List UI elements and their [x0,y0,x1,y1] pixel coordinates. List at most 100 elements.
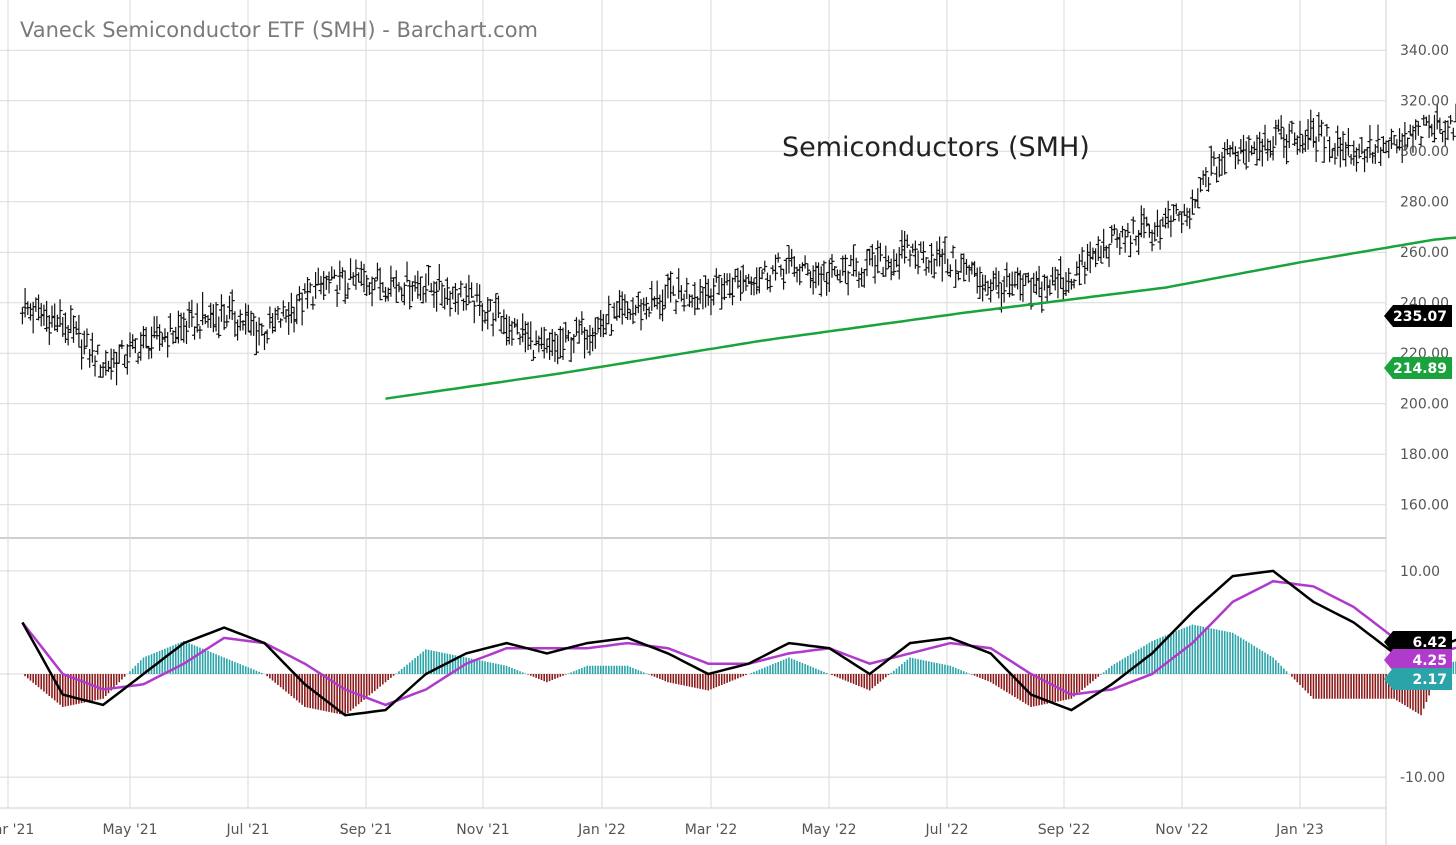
price-bar [1305,119,1311,150]
price-bar [791,256,797,277]
price-bar [630,297,636,325]
price-bar [178,312,184,341]
price-bar [288,292,294,324]
price-bar [331,269,337,279]
price-bar [590,327,596,352]
price-bar [1397,128,1403,151]
price-bar [124,344,130,375]
price-bar [686,294,692,308]
price-bar [216,316,222,339]
price-bar [345,282,351,299]
price-bar [1431,114,1437,143]
price-bar [1015,267,1021,290]
price-bar [764,272,770,290]
price-bar [374,262,380,281]
price-bar [582,327,588,359]
price-bar [1407,124,1413,136]
price-bar [259,323,265,336]
price-bar [1421,114,1427,126]
price-bar [802,255,808,269]
price-bar [27,303,33,321]
price-bar [337,260,343,291]
price-bar [197,326,203,339]
price-bar [286,301,292,335]
price-bar [1144,216,1150,227]
price-bar [1216,154,1222,178]
price-bar [759,269,765,280]
price-bar [514,319,520,335]
price-bar [778,264,784,277]
price-bar [1445,120,1451,141]
price-bar [872,255,878,284]
price-bar [716,274,722,296]
price-bar [1152,222,1158,242]
price-bar [1181,203,1187,217]
price-bar [210,304,216,333]
price-bar [684,277,690,300]
price-bar [1125,222,1131,238]
price-bar [143,327,149,349]
price-bar [904,234,910,248]
price-bar [899,230,905,259]
price-bar [76,314,82,348]
price-bar [571,334,577,354]
price-bar [434,281,440,312]
price-bar [396,282,402,293]
price-bar [1310,118,1316,148]
price-bar [92,355,98,377]
price-bar [1066,268,1072,293]
price-bar [498,315,504,333]
price-bar [528,321,534,350]
price-bar [57,299,63,327]
price-bar [525,321,531,351]
price-bar [1214,166,1220,183]
grid-lines [0,0,1387,845]
price-bar [1173,203,1179,214]
price-bar [25,301,31,316]
price-bar [1450,127,1456,141]
price-bar [1128,235,1134,258]
price-bar [409,281,415,302]
price-bar [972,261,978,278]
price-bar [721,272,727,301]
price-bar [54,314,60,333]
price-bar [1270,136,1276,161]
price-bar [1262,124,1268,151]
price-bar [1179,212,1185,234]
price-bar [619,291,625,325]
price-bar [929,243,935,275]
price-bar [442,288,448,310]
price-bar [1023,273,1029,286]
price-bar [138,332,144,361]
price-bar [1039,281,1045,313]
price-bar [1009,271,1015,296]
price-bar [1249,145,1255,156]
price-bar [1380,136,1386,154]
price-bar [487,299,493,312]
price-bar [681,293,687,312]
price-bar [649,280,655,311]
price-bar [1364,146,1370,163]
price-bar [810,265,816,295]
price-bar [539,327,545,350]
price-bar [845,270,851,296]
price-bar [444,277,450,306]
price-bar [947,264,953,278]
price-bar [557,326,563,359]
price-bar [939,248,945,282]
price-bar [358,261,364,287]
price-bar [821,260,827,281]
price-bar [573,317,579,336]
price-bar [651,296,657,308]
price-bar [1372,144,1378,164]
price-bar [229,289,235,321]
price-bar [533,330,539,346]
price-bar [1012,271,1018,288]
price-bar [1302,130,1308,152]
price-bar [1284,134,1290,165]
price-bar [189,299,195,328]
price-bar [945,258,951,275]
price-bar [248,310,254,336]
price-bar [1130,216,1136,235]
price-bar [832,266,838,276]
